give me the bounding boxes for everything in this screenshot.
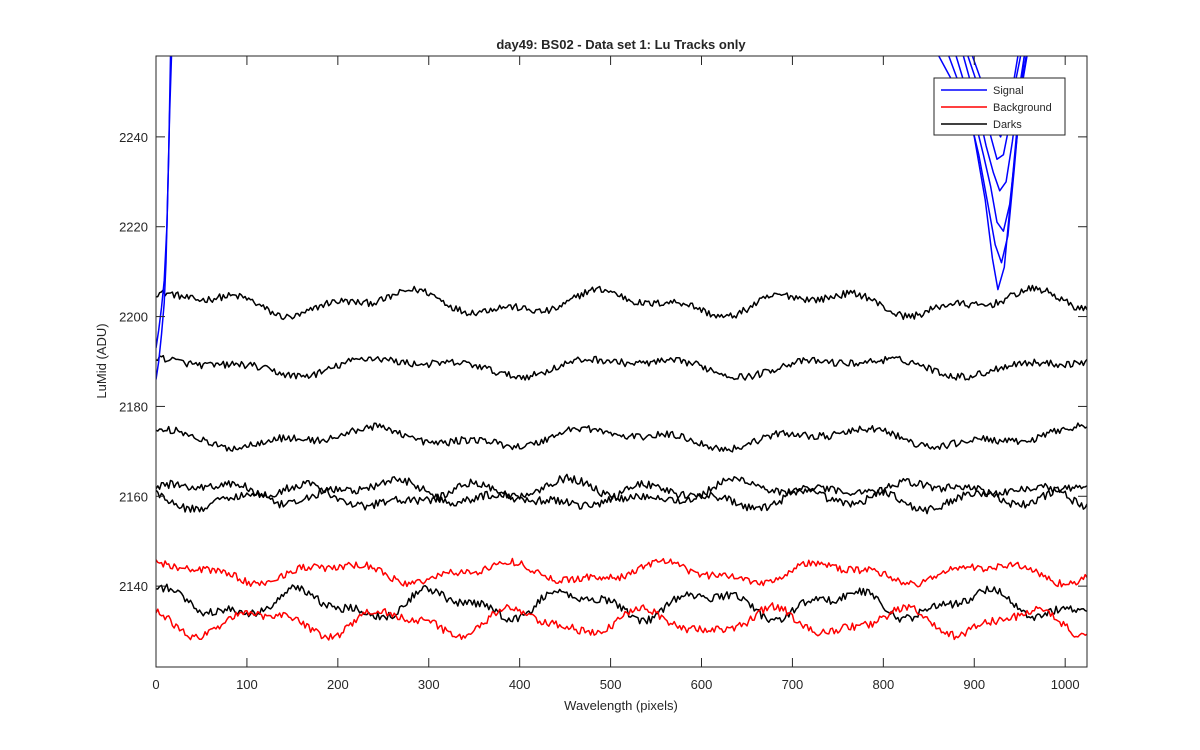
y-tick-label: 2240 (119, 130, 148, 145)
background-series-line (156, 602, 1087, 641)
x-tick-label: 900 (963, 677, 985, 692)
signal-series-line (156, 56, 172, 349)
y-tick-label: 2200 (119, 310, 148, 325)
y-tick-label: 2180 (119, 399, 148, 414)
x-tick-label: 1000 (1051, 677, 1080, 692)
x-tick-label: 400 (509, 677, 531, 692)
plot-frame (155, 55, 1088, 668)
darks-series-line (156, 473, 1087, 509)
darks-series-line (156, 478, 1087, 515)
x-tick-label: 100 (236, 677, 258, 692)
x-tick-label: 500 (600, 677, 622, 692)
x-tick-label: 0 (152, 677, 159, 692)
legend-label-signal: Signal (993, 85, 1024, 97)
legend-label-background: Background (993, 102, 1052, 114)
x-axis-label: Wavelength (pixels) (564, 698, 678, 713)
x-tick-label: 800 (872, 677, 894, 692)
tick-layer: 0 100 200 300 400 500 600 700 800 900 1000 2140 2160… (119, 56, 1087, 692)
x-tick-label: 200 (327, 677, 349, 692)
series-layer (156, 56, 1087, 641)
chart-title: day49: BS02 - Data set 1: Lu Tracks only (496, 37, 746, 52)
darks-series-line (156, 284, 1087, 321)
plot-area (156, 56, 1087, 667)
darks-series-line (156, 422, 1087, 453)
y-tick-label: 2220 (119, 220, 148, 235)
legend: Signal Background Darks (933, 77, 1066, 136)
y-tick-label: 2140 (119, 579, 148, 594)
x-tick-label: 300 (418, 677, 440, 692)
darks-series-line (156, 354, 1087, 381)
x-tick-label: 700 (782, 677, 804, 692)
legend-label-darks: Darks (993, 119, 1022, 131)
background-series-line (156, 557, 1087, 588)
x-tick-label: 600 (691, 677, 713, 692)
darks-series-line (156, 583, 1087, 625)
y-tick-label: 2160 (119, 489, 148, 504)
y-axis-label: LuMid (ADU) (94, 323, 109, 398)
